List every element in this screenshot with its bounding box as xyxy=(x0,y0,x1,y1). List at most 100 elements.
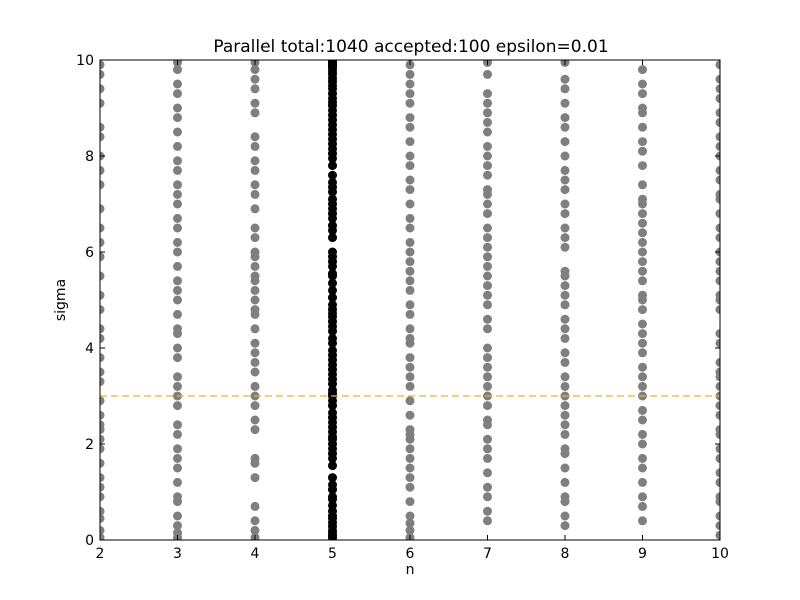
rejected-point xyxy=(173,492,182,502)
rejected-point xyxy=(405,185,415,195)
y-tick-label: 4 xyxy=(85,341,94,357)
rejected-point xyxy=(173,113,182,123)
rejected-point xyxy=(250,84,260,94)
rejected-point xyxy=(173,324,182,334)
rejected-point xyxy=(100,122,105,132)
rejected-point xyxy=(715,425,720,435)
rejected-point xyxy=(405,396,415,406)
rejected-point xyxy=(100,98,105,108)
accepted-point xyxy=(328,385,337,395)
rejected-point xyxy=(483,151,492,161)
rejected-point xyxy=(483,300,492,310)
accepted-point xyxy=(328,492,337,502)
rejected-point xyxy=(173,127,182,137)
rejected-point xyxy=(250,223,260,233)
rejected-point xyxy=(405,223,415,233)
rejected-point xyxy=(100,420,105,430)
rejected-point xyxy=(173,528,182,538)
rejected-point xyxy=(638,415,647,425)
rejected-point xyxy=(173,213,182,223)
rejected-point xyxy=(483,170,492,180)
rejected-point xyxy=(100,271,105,281)
rejected-point xyxy=(405,453,415,463)
rejected-point xyxy=(100,84,105,94)
rejected-point xyxy=(173,165,182,175)
rejected-point xyxy=(560,185,570,195)
rejected-point xyxy=(405,69,415,79)
rejected-point xyxy=(560,372,570,382)
rejected-point xyxy=(173,353,182,363)
rejected-point xyxy=(638,237,647,247)
rejected-point xyxy=(250,338,260,348)
rejected-point xyxy=(483,362,492,372)
rejected-point xyxy=(173,429,182,439)
rejected-point xyxy=(100,410,105,420)
rejected-point xyxy=(715,410,720,420)
rejected-point xyxy=(560,209,570,219)
rejected-point xyxy=(483,372,492,382)
rejected-point xyxy=(100,324,105,334)
rejected-point xyxy=(638,122,647,132)
x-tick-label: 10 xyxy=(711,546,729,562)
rejected-point xyxy=(638,247,647,257)
rejected-point xyxy=(715,401,720,411)
rejected-point xyxy=(250,453,260,463)
rejected-point xyxy=(560,113,570,123)
rejected-point xyxy=(638,372,647,382)
accepted-point xyxy=(328,269,337,279)
rejected-point xyxy=(250,74,260,84)
rejected-point xyxy=(483,252,492,262)
rejected-point xyxy=(250,204,260,214)
rejected-point xyxy=(560,410,570,420)
rejected-point xyxy=(405,525,415,535)
accepted-point xyxy=(328,300,337,310)
rejected-point xyxy=(405,362,415,372)
rejected-point xyxy=(173,444,182,454)
rejected-point xyxy=(405,161,415,171)
rejected-point xyxy=(405,151,415,161)
rejected-point xyxy=(560,348,570,358)
rejected-point xyxy=(100,180,105,190)
rejected-point xyxy=(715,444,720,454)
rejected-point xyxy=(560,381,570,391)
rejected-point xyxy=(483,141,492,151)
rejected-point xyxy=(715,209,720,219)
rejected-point xyxy=(560,290,570,300)
rejected-point xyxy=(250,189,260,199)
rejected-point xyxy=(100,290,105,300)
rejected-point xyxy=(250,141,260,151)
rejected-point xyxy=(638,453,647,463)
rejected-point xyxy=(715,74,720,84)
rejected-point xyxy=(250,415,260,425)
rejected-point xyxy=(250,516,260,526)
rejected-point xyxy=(173,276,182,286)
rejected-point xyxy=(405,237,415,247)
rejected-point xyxy=(715,511,720,521)
rejected-point xyxy=(173,309,182,319)
rejected-point xyxy=(638,103,647,113)
y-tick-label: 2 xyxy=(85,437,94,453)
rejected-point xyxy=(405,266,415,276)
rejected-point xyxy=(100,237,105,247)
rejected-point xyxy=(715,132,720,142)
rejected-point xyxy=(638,348,647,358)
rejected-point xyxy=(483,69,492,79)
rejected-point xyxy=(715,329,720,339)
rejected-point xyxy=(100,333,105,343)
rejected-point xyxy=(405,372,415,382)
rejected-point xyxy=(405,497,415,507)
rejected-point xyxy=(638,65,647,75)
rejected-point xyxy=(483,199,492,209)
rejected-point xyxy=(483,381,492,391)
rejected-point xyxy=(100,506,105,516)
rejected-point xyxy=(560,98,570,108)
rejected-point xyxy=(250,357,260,367)
rejected-point xyxy=(100,482,105,492)
rejected-point xyxy=(638,194,647,204)
rejected-point xyxy=(483,492,492,502)
rejected-point xyxy=(250,108,260,118)
rejected-point xyxy=(560,165,570,175)
rejected-point xyxy=(250,401,260,411)
rejected-point xyxy=(100,60,105,70)
rejected-point xyxy=(483,415,492,425)
